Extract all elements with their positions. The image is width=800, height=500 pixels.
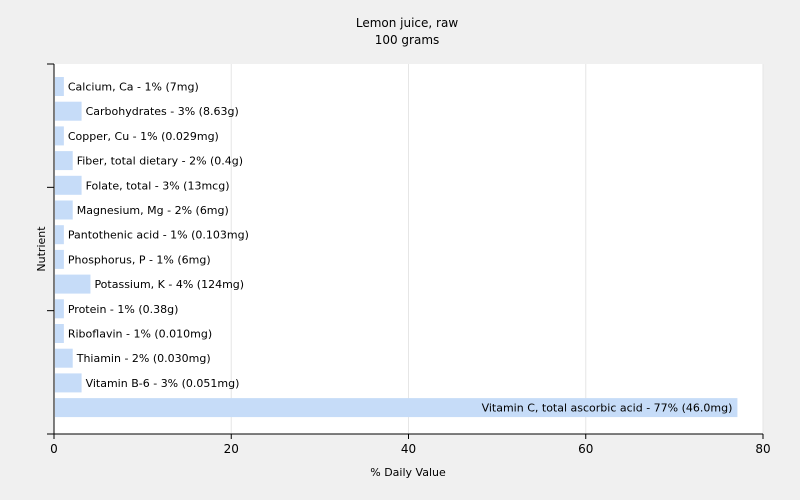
- bar: [55, 151, 73, 171]
- bar: [55, 348, 73, 368]
- bar-label: Riboflavin - 1% (0.010mg): [68, 328, 212, 341]
- bar-label: Protein - 1% (0.38g): [68, 303, 179, 316]
- bar: [55, 101, 82, 121]
- bar-label: Vitamin C, total ascorbic acid - 77% (46…: [482, 402, 733, 415]
- bar: [55, 225, 64, 245]
- bar: [55, 249, 64, 269]
- x-tick-label: 80: [755, 442, 770, 456]
- bar: [55, 373, 82, 393]
- grid-lines: [230, 64, 764, 434]
- bar: [55, 398, 738, 418]
- bar-label: Folate, total - 3% (13mcg): [86, 179, 230, 192]
- x-tick-label: 40: [401, 442, 416, 456]
- y-axis-ticks: [47, 63, 54, 435]
- bar-labels-group: Calcium, Ca - 1% (7mg) Carbohydrates - 3%…: [68, 81, 733, 415]
- bar-label: Phosphorus, P - 1% (6mg): [68, 253, 211, 266]
- x-axis-ticks: 0 20 40 60 80: [50, 434, 771, 456]
- bar: [55, 274, 91, 294]
- x-tick-label: 0: [50, 442, 58, 456]
- bar: [55, 200, 73, 220]
- bar: [55, 126, 64, 146]
- bar: [55, 324, 64, 343]
- bar-label: Magnesium, Mg - 2% (6mg): [77, 204, 229, 217]
- bar-label: Thiamin - 2% (0.030mg): [76, 352, 211, 365]
- bar: [55, 77, 64, 96]
- bar-label: Potassium, K - 4% (124mg): [94, 278, 244, 291]
- bar-label: Carbohydrates - 3% (8.63g): [86, 105, 239, 118]
- bar-label: Copper, Cu - 1% (0.029mg): [68, 130, 219, 143]
- y-axis-title: Nutrient: [35, 226, 48, 272]
- bar: [55, 299, 64, 319]
- bar-label: Pantothenic acid - 1% (0.103mg): [68, 229, 249, 242]
- bar: [55, 175, 82, 195]
- chart-title: Lemon juice, raw: [356, 16, 458, 30]
- bar-label: Vitamin B-6 - 3% (0.051mg): [86, 377, 240, 390]
- bar-label: Calcium, Ca - 1% (7mg): [68, 81, 199, 94]
- x-tick-label: 20: [224, 442, 239, 456]
- bars-group: [55, 77, 738, 418]
- chart-subtitle: 100 grams: [375, 33, 440, 47]
- x-tick-label: 60: [578, 442, 593, 456]
- x-axis-title: % Daily Value: [370, 466, 446, 479]
- bar-label: Fiber, total dietary - 2% (0.4g): [77, 155, 243, 168]
